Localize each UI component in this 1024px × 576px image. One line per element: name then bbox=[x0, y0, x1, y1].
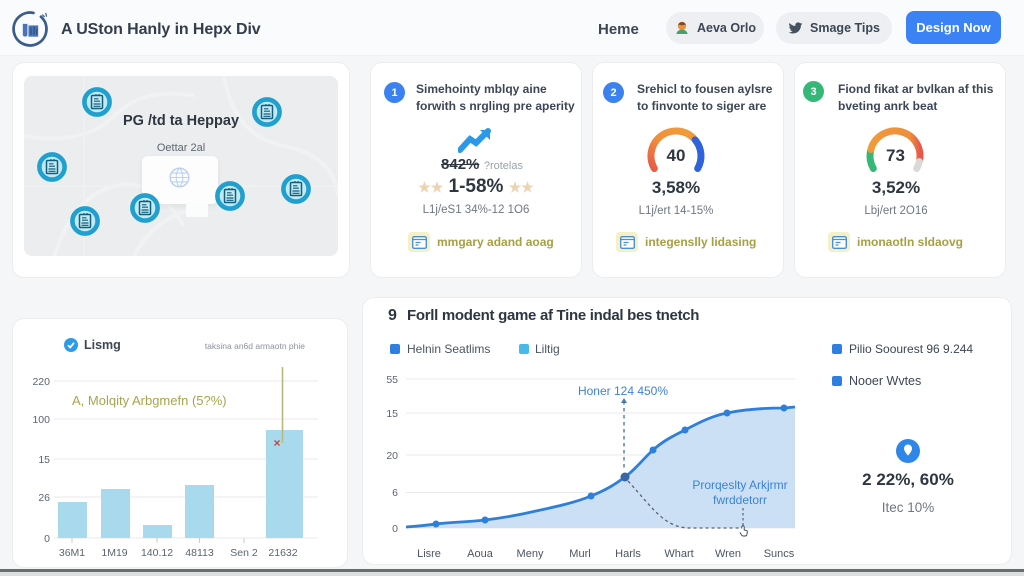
svg-text:Murl: Murl bbox=[569, 548, 590, 560]
svg-text:21632: 21632 bbox=[268, 547, 297, 559]
svg-text:15: 15 bbox=[38, 454, 50, 466]
svg-text:1M19: 1M19 bbox=[101, 547, 127, 559]
svg-text:Prorqeslty Arkjrmr: Prorqeslty Arkjrmr bbox=[692, 478, 787, 492]
svg-text:0: 0 bbox=[392, 523, 398, 535]
svg-text:×: × bbox=[273, 436, 280, 450]
svg-text:Suncs: Suncs bbox=[764, 548, 795, 560]
svg-text:Harls: Harls bbox=[615, 548, 641, 560]
svg-text:15: 15 bbox=[386, 408, 398, 420]
svg-text:Wren: Wren bbox=[715, 548, 741, 560]
svg-text:0: 0 bbox=[44, 533, 50, 545]
svg-text:Honer 124 450%: Honer 124 450% bbox=[578, 384, 668, 398]
svg-text:Sen 2: Sen 2 bbox=[230, 547, 258, 559]
svg-text:48113: 48113 bbox=[185, 547, 214, 559]
svg-text:55: 55 bbox=[386, 374, 398, 386]
svg-text:Whart: Whart bbox=[664, 548, 693, 560]
svg-text:36M1: 36M1 bbox=[59, 547, 85, 559]
svg-text:6: 6 bbox=[392, 487, 398, 499]
svg-text:26: 26 bbox=[38, 492, 50, 504]
svg-text:A, Molqity Arbgmefn (5?%): A, Molqity Arbgmefn (5?%) bbox=[72, 393, 227, 408]
svg-text:100: 100 bbox=[32, 414, 50, 426]
svg-text:Meny: Meny bbox=[517, 548, 544, 560]
svg-text:20: 20 bbox=[386, 450, 398, 462]
svg-text:fwrddetorr: fwrddetorr bbox=[713, 493, 767, 507]
svg-text:Lisre: Lisre bbox=[417, 548, 441, 560]
svg-text:Aoua: Aoua bbox=[467, 548, 494, 560]
svg-text:220: 220 bbox=[32, 376, 50, 388]
svg-text:140.12: 140.12 bbox=[141, 547, 173, 559]
